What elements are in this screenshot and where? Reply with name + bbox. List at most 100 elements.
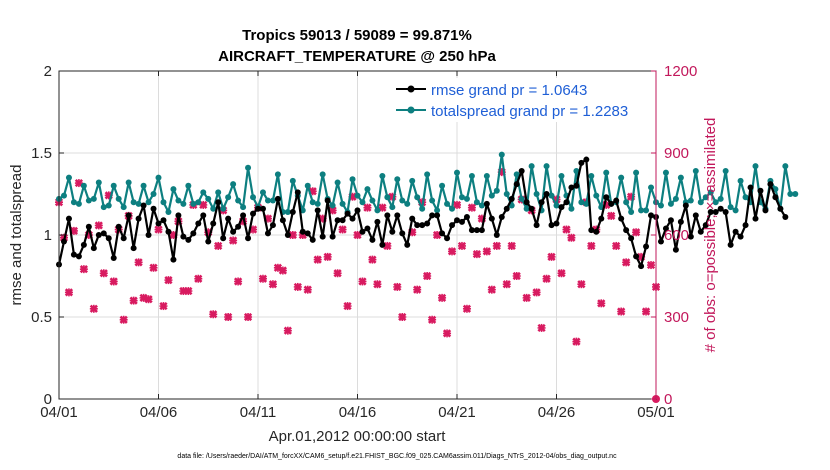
spread-point-119 — [648, 184, 655, 191]
rmse-point-53 — [319, 233, 326, 240]
obs-assimilated-point-68 — [393, 282, 402, 292]
spread-point-31 — [210, 205, 217, 212]
rmse-point-39 — [250, 210, 257, 217]
spread-point-76 — [434, 207, 441, 214]
spread-point-135 — [727, 204, 734, 211]
obs-assimilated-point-58 — [343, 301, 352, 311]
spread-point-87 — [488, 192, 495, 199]
rmse-point-96 — [533, 222, 540, 229]
rmse-point-119 — [648, 212, 655, 219]
spread-point-63 — [369, 197, 376, 204]
rmse-point-34 — [225, 215, 232, 222]
rmse-point-126 — [682, 202, 689, 209]
spread-point-107 — [588, 172, 595, 179]
rmse-point-52 — [314, 207, 321, 214]
rmse-point-4 — [75, 253, 82, 260]
rmse-point-68 — [394, 212, 401, 219]
rmse-point-121 — [657, 238, 664, 245]
x-tick-label-2: 04/11 — [240, 404, 276, 421]
rmse-point-80 — [454, 217, 460, 224]
obs-assimilated-point-31 — [209, 310, 218, 319]
spread-point-93 — [518, 195, 525, 202]
spread-point-89 — [498, 151, 505, 158]
obs-assimilated-point-2 — [64, 288, 74, 297]
obs-assimilated-point-52 — [313, 255, 322, 264]
obs-assimilated-point-64 — [373, 280, 382, 289]
rmse-point-112 — [613, 197, 620, 204]
obs-assimilated-point-28 — [194, 274, 203, 283]
spread-point-34 — [225, 194, 232, 201]
legend-spread-label: totalspread grand pr = 1.2283 — [431, 103, 628, 120]
obs-assimilated-point-102 — [567, 233, 576, 242]
rmse-point-73 — [419, 222, 426, 229]
rmse-point-7 — [90, 245, 97, 252]
obs-assimilated-point-48 — [293, 282, 302, 292]
spread-point-20 — [155, 174, 162, 181]
spread-point-52 — [314, 200, 321, 207]
obs-assimilated-point-19 — [149, 263, 158, 272]
rmse-point-59 — [349, 215, 356, 222]
spread-point-36 — [235, 197, 242, 204]
spread-point-113 — [618, 174, 625, 181]
rmse-point-70 — [404, 241, 411, 248]
obs-assimilated-point-118 — [646, 260, 656, 270]
y-tick-label-4: 2 — [44, 63, 52, 80]
spread-point-88 — [493, 187, 500, 194]
rmse-point-93 — [518, 168, 525, 175]
rmse-point-90 — [503, 205, 510, 212]
spread-point-15 — [130, 199, 137, 206]
obs-assimilated-point-71 — [413, 285, 422, 294]
spread-point-62 — [364, 186, 371, 193]
rmse-point-45 — [279, 217, 286, 224]
rmse-point-115 — [628, 235, 635, 242]
obs-assimilated-point-8 — [94, 221, 103, 230]
rmse-point-85 — [478, 227, 485, 234]
rmse-point-54 — [324, 197, 331, 204]
spread-point-105 — [578, 199, 585, 206]
obs-assimilated-point-20 — [154, 225, 163, 234]
rmse-point-138 — [742, 222, 749, 229]
rmse-point-76 — [434, 212, 441, 219]
obs-assimilated-point-38 — [243, 312, 253, 322]
y2-tick-label-0: 0 — [664, 391, 672, 408]
spread-point-55 — [329, 202, 336, 209]
obs-assimilated-point-61 — [358, 277, 367, 286]
spread-point-16 — [135, 200, 142, 207]
rmse-point-103 — [568, 184, 575, 191]
rmse-point-105 — [578, 159, 585, 166]
rmse-point-135 — [727, 241, 734, 248]
spread-point-70 — [404, 200, 411, 207]
rmse-point-46 — [284, 232, 291, 238]
obs-assimilated-point-80 — [457, 241, 467, 251]
spread-point-13 — [120, 204, 127, 211]
obs-assimilated-point-77 — [442, 329, 452, 338]
legend: rmse grand pr = 1.0643 totalspread grand… — [391, 78, 653, 122]
spread-point-47 — [289, 177, 296, 184]
spread-point-7 — [90, 195, 97, 202]
y-axis-ticks: 0 0.5 1 1.5 2 — [31, 63, 64, 408]
obs-assimilated-point-50 — [303, 285, 312, 294]
rmse-point-35 — [230, 228, 237, 235]
rmse-point-74 — [424, 220, 431, 227]
spread-point-35 — [230, 181, 237, 188]
spread-point-39 — [250, 194, 257, 201]
y-tick-label-2: 1 — [44, 227, 52, 244]
chart-subtitle: AIRCRAFT_TEMPERATURE @ 250 hPa — [218, 48, 496, 65]
rmse-point-26 — [185, 236, 192, 243]
spread-point-130 — [702, 194, 709, 201]
rmse-point-44 — [274, 195, 281, 202]
y-tick-label-0: 0 — [44, 391, 52, 408]
rmse-point-43 — [269, 222, 276, 229]
obs-assimilated-point-18 — [144, 295, 153, 304]
spread-point-21 — [160, 199, 167, 206]
spread-point-110 — [603, 169, 610, 176]
rmse-point-60 — [354, 207, 361, 214]
spread-point-148 — [792, 191, 799, 197]
spread-point-2 — [65, 174, 72, 181]
spread-point-123 — [667, 200, 674, 207]
spread-point-82 — [463, 195, 470, 202]
rmse-point-86 — [483, 200, 490, 207]
spread-point-96 — [533, 191, 540, 197]
rmse-point-128 — [692, 212, 699, 219]
spread-point-37 — [240, 204, 247, 211]
